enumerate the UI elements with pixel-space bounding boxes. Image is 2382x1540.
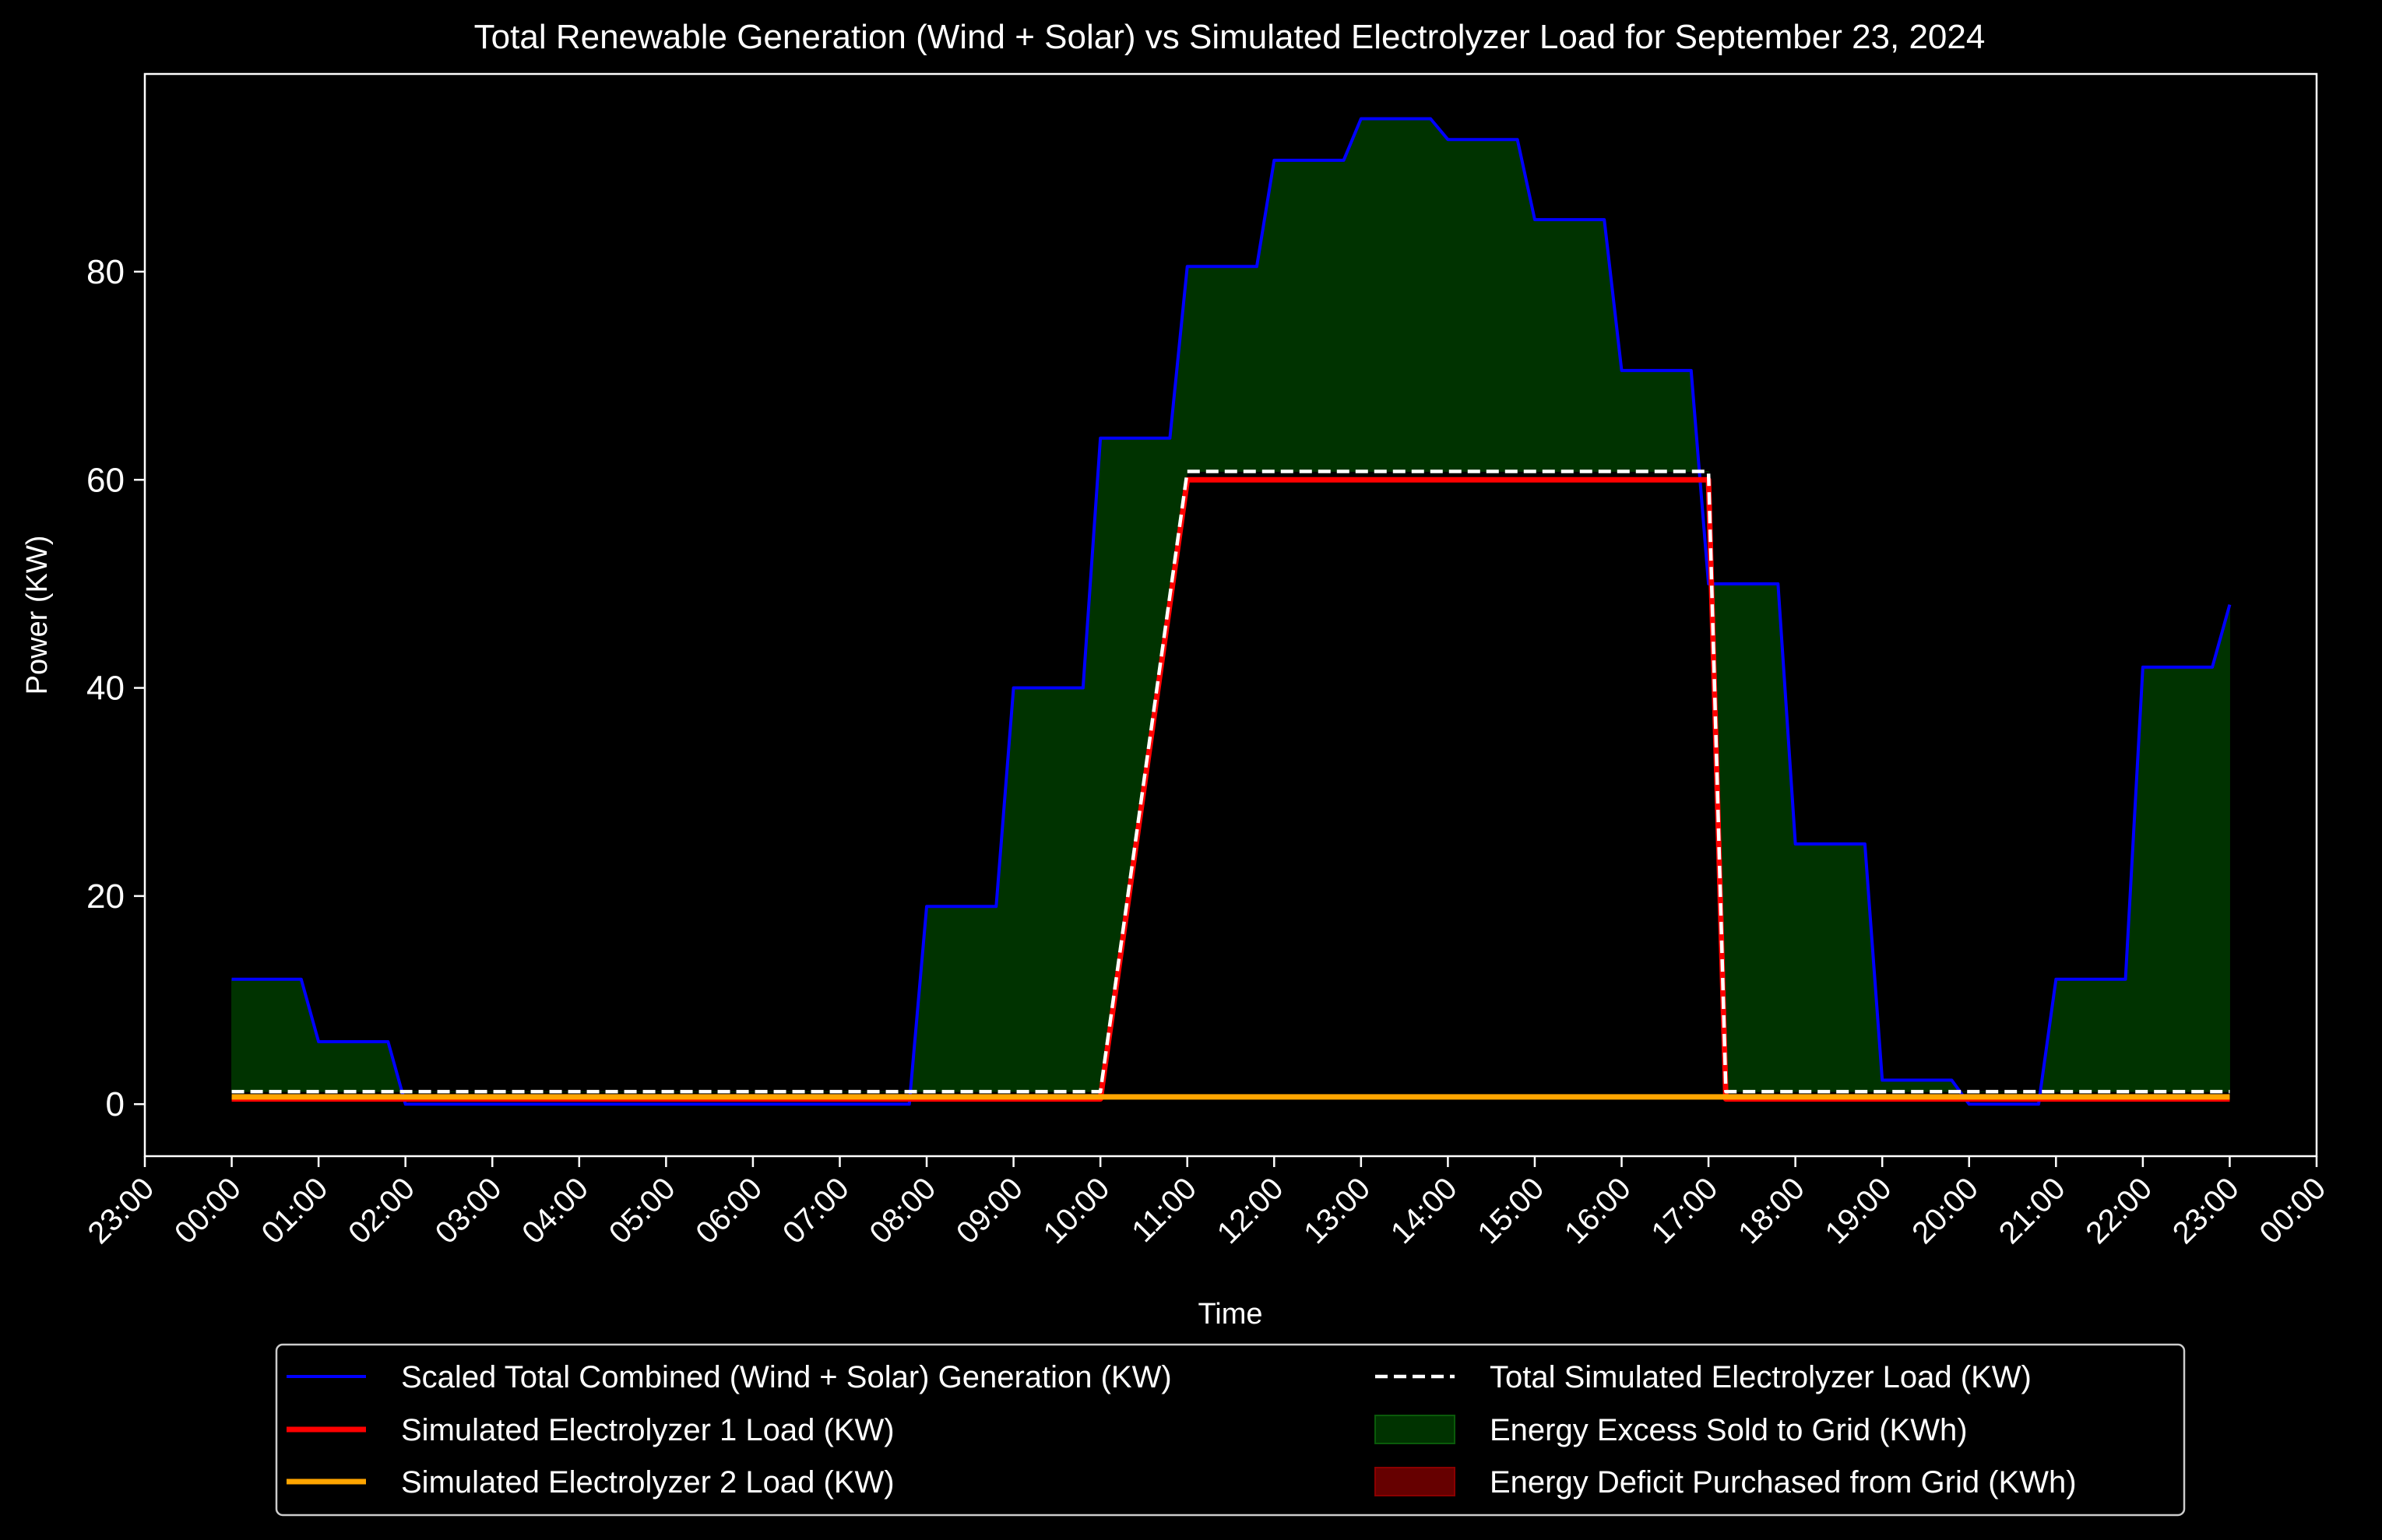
x-tick-label: 05:00 — [603, 1171, 682, 1250]
x-tick-label: 16:00 — [1558, 1171, 1638, 1250]
y-axis: 0 20 40 60 80 — [86, 253, 145, 1123]
x-tick-label: 09:00 — [950, 1171, 1029, 1250]
legend-label: Scaled Total Combined (Wind + Solar) Gen… — [401, 1360, 1172, 1394]
x-tick-label: 20:00 — [1905, 1171, 1985, 1250]
x-tick-label: 03:00 — [429, 1171, 508, 1250]
x-axis-label: Time — [1198, 1298, 1262, 1331]
x-tick-label: 17:00 — [1645, 1171, 1725, 1250]
x-tick-label: 01:00 — [255, 1171, 335, 1250]
x-tick-label: 14:00 — [1385, 1171, 1464, 1250]
x-tick-label: 18:00 — [1732, 1171, 1811, 1250]
legend-frame — [275, 1343, 2186, 1517]
x-axis: 23:00 00:00 01:00 02:00 03:00 04:00 05:00 06:00… — [81, 1156, 2332, 1250]
plot-area — [145, 74, 2317, 1156]
x-tick-label: 13:00 — [1297, 1171, 1377, 1250]
plot-frame — [143, 72, 2318, 1158]
y-tick-label: 40 — [86, 670, 125, 708]
x-tick-label: 02:00 — [342, 1171, 421, 1250]
x-tick-label: 22:00 — [2079, 1171, 2159, 1250]
legend-label: Energy Deficit Purchased from Grid (KWh) — [1490, 1465, 2077, 1500]
y-tick-label: 20 — [86, 877, 125, 916]
total-load-line — [231, 469, 2230, 1094]
y-axis-label: Power (KW) — [21, 536, 54, 695]
x-tick-label: 10:00 — [1037, 1171, 1117, 1250]
x-tick-label: 12:00 — [1211, 1171, 1290, 1250]
x-tick-label: 23:00 — [2166, 1171, 2246, 1250]
x-tick-label: 15:00 — [1471, 1171, 1550, 1250]
y-tick-label: 80 — [86, 253, 125, 291]
x-tick-label: 08:00 — [864, 1171, 943, 1250]
y-tick-label: 60 — [86, 461, 125, 499]
chart-title: Total Renewable Generation (Wind + Solar… — [474, 18, 1986, 56]
x-tick-label: 19:00 — [1819, 1171, 1898, 1250]
x-tick-label: 11:00 — [1125, 1171, 1203, 1249]
x-tick-label: 21:00 — [1993, 1171, 2072, 1250]
legend-label: Simulated Electrolyzer 2 Load (KW) — [401, 1465, 895, 1500]
legend-swatch — [1374, 1415, 1455, 1444]
x-tick-label: 07:00 — [776, 1171, 856, 1250]
generation-line — [231, 117, 2232, 1106]
series-layer — [231, 117, 2232, 1106]
x-tick-label: 23:00 — [81, 1171, 160, 1250]
legend-label: Energy Excess Sold to Grid (KWh) — [1490, 1413, 1968, 1447]
legend-swatch — [1374, 1467, 1455, 1496]
x-tick-label: 00:00 — [2253, 1171, 2332, 1250]
legend-label: Total Simulated Electrolyzer Load (KW) — [1490, 1360, 2032, 1394]
legend-label: Simulated Electrolyzer 1 Load (KW) — [401, 1413, 895, 1447]
y-tick-label: 0 — [106, 1085, 125, 1123]
x-tick-label: 04:00 — [515, 1171, 595, 1250]
x-tick-label: 00:00 — [168, 1171, 248, 1250]
x-tick-label: 06:00 — [689, 1171, 769, 1250]
legend: Scaled Total Combined (Wind + Solar) Gen… — [275, 1343, 2186, 1517]
